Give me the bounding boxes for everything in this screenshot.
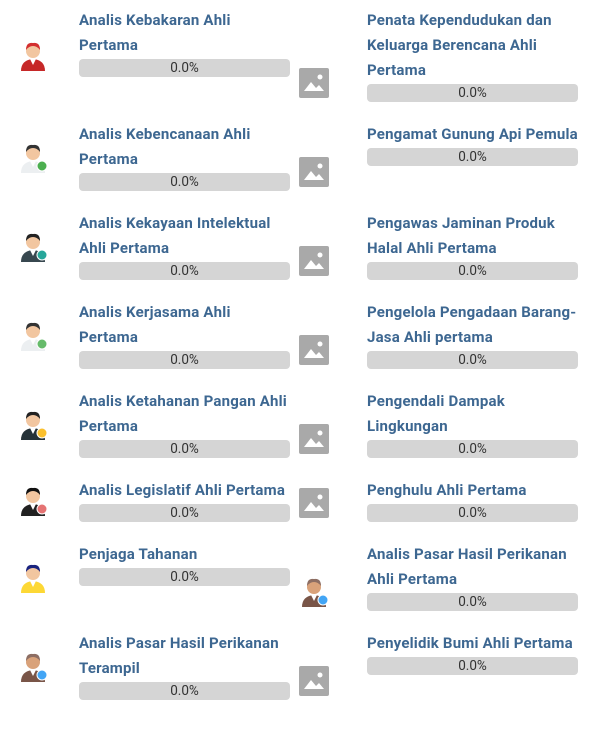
- progress-bar: 0.0%: [367, 84, 578, 102]
- job-content: Analis Legislatif Ahli Pertama 0.0%: [79, 478, 290, 522]
- job-title[interactable]: Penata Kependudukan dan Keluarga Berenca…: [367, 11, 552, 79]
- avatar: [302, 578, 329, 607]
- job-content: Analis Kebencanaan Ahli Pertama 0.0%: [79, 122, 290, 191]
- job-content: Analis Pasar Hasil Perikanan Ahli Pertam…: [367, 542, 578, 611]
- job-title[interactable]: Analis Pasar Hasil Perikanan Ahli Pertam…: [367, 545, 567, 588]
- job-icon: [297, 122, 367, 191]
- job-icon: [297, 478, 367, 522]
- progress-bar: 0.0%: [79, 682, 290, 700]
- job-content: Penata Kependudukan dan Keluarga Berenca…: [367, 8, 578, 102]
- job-icon: [297, 8, 367, 102]
- image-placeholder: [299, 335, 329, 365]
- job-item[interactable]: Analis Kerjasama Ahli Pertama 0.0%: [0, 292, 297, 381]
- job-icon: [0, 300, 79, 369]
- job-title[interactable]: Penyelidik Bumi Ahli Pertama: [367, 634, 573, 652]
- job-content: Analis Pasar Hasil Perikanan Terampil 0.0…: [79, 631, 290, 700]
- avatar: [20, 653, 47, 682]
- job-content: Penyelidik Bumi Ahli Pertama 0.0%: [367, 631, 578, 700]
- job-content: Pengelola Pengadaan Barang-Jasa Ahli per…: [367, 300, 578, 369]
- job-content: Penjaga Tahanan 0.0%: [79, 542, 290, 611]
- job-title[interactable]: Analis Pasar Hasil Perikanan Terampil: [79, 634, 279, 677]
- job-item[interactable]: Analis Pasar Hasil Perikanan Ahli Pertam…: [297, 534, 594, 623]
- job-item[interactable]: Analis Ketahanan Pangan Ahli Pertama 0.0%: [0, 381, 297, 470]
- avatar: [20, 564, 45, 593]
- progress-bar: 0.0%: [79, 262, 290, 280]
- avatar: [20, 322, 47, 351]
- job-icon: [0, 389, 79, 458]
- job-icon: [0, 478, 79, 522]
- job-title[interactable]: Analis Ketahanan Pangan Ahli Pertama: [79, 392, 287, 435]
- job-content: Pengawas Jaminan Produk Halal Ahli Perta…: [367, 211, 578, 280]
- job-icon: [0, 211, 79, 280]
- job-icon: [0, 542, 79, 611]
- job-icon: [0, 122, 79, 191]
- job-icon: [297, 300, 367, 369]
- job-icon: [297, 389, 367, 458]
- progress-bar: 0.0%: [367, 657, 578, 675]
- progress-bar: 0.0%: [367, 351, 578, 369]
- job-content: Penghulu Ahli Pertama 0.0%: [367, 478, 578, 522]
- image-placeholder: [299, 246, 329, 276]
- job-title[interactable]: Pengawas Jaminan Produk Halal Ahli Perta…: [367, 214, 555, 257]
- job-item[interactable]: Pengawas Jaminan Produk Halal Ahli Perta…: [297, 203, 594, 292]
- job-title[interactable]: Penghulu Ahli Pertama: [367, 481, 527, 499]
- job-content: Pengamat Gunung Api Pemula 0.0%: [367, 122, 578, 191]
- job-item[interactable]: Analis Kebakaran Ahli Pertama 0.0%: [0, 0, 297, 114]
- job-item[interactable]: Analis Kekayaan Intelektual Ahli Pertama…: [0, 203, 297, 292]
- job-title[interactable]: Pengendali Dampak Lingkungan: [367, 392, 505, 435]
- job-item[interactable]: Pengamat Gunung Api Pemula 0.0%: [297, 114, 594, 203]
- job-title[interactable]: Penjaga Tahanan: [79, 545, 198, 563]
- job-icon: [297, 631, 367, 700]
- avatar: [20, 233, 47, 262]
- avatar: [20, 42, 45, 71]
- job-item[interactable]: Penghulu Ahli Pertama 0.0%: [297, 470, 594, 534]
- job-item[interactable]: Analis Kebencanaan Ahli Pertama 0.0%: [0, 114, 297, 203]
- job-title[interactable]: Pengamat Gunung Api Pemula: [367, 125, 578, 143]
- progress-bar: 0.0%: [79, 173, 290, 191]
- job-item[interactable]: Analis Pasar Hasil Perikanan Terampil 0.0…: [0, 623, 297, 712]
- job-content: Analis Kekayaan Intelektual Ahli Pertama…: [79, 211, 290, 280]
- job-item[interactable]: Pengendali Dampak Lingkungan 0.0%: [297, 381, 594, 470]
- job-item[interactable]: Penjaga Tahanan 0.0%: [0, 534, 297, 623]
- job-title[interactable]: Analis Kebencanaan Ahli Pertama: [79, 125, 251, 168]
- job-list: Analis Kebakaran Ahli Pertama 0.0% Penata…: [0, 0, 594, 712]
- image-placeholder: [299, 157, 329, 187]
- image-placeholder: [299, 424, 329, 454]
- job-title[interactable]: Pengelola Pengadaan Barang-Jasa Ahli per…: [367, 303, 577, 346]
- job-title[interactable]: Analis Kebakaran Ahli Pertama: [79, 11, 231, 54]
- avatar: [20, 411, 47, 440]
- progress-bar: 0.0%: [79, 59, 290, 77]
- job-item[interactable]: Penata Kependudukan dan Keluarga Berenca…: [297, 0, 594, 114]
- job-icon: [297, 211, 367, 280]
- job-item[interactable]: Analis Legislatif Ahli Pertama 0.0%: [0, 470, 297, 534]
- progress-bar: 0.0%: [79, 440, 290, 458]
- job-title[interactable]: Analis Kerjasama Ahli Pertama: [79, 303, 231, 346]
- job-item[interactable]: Penyelidik Bumi Ahli Pertama 0.0%: [297, 623, 594, 712]
- job-icon: [297, 542, 367, 611]
- job-content: Analis Kerjasama Ahli Pertama 0.0%: [79, 300, 290, 369]
- progress-bar: 0.0%: [367, 148, 578, 166]
- progress-bar: 0.0%: [79, 504, 290, 522]
- image-placeholder: [299, 488, 329, 518]
- progress-bar: 0.0%: [367, 593, 578, 611]
- progress-bar: 0.0%: [79, 351, 290, 369]
- progress-bar: 0.0%: [367, 440, 578, 458]
- progress-bar: 0.0%: [367, 504, 578, 522]
- avatar: [20, 487, 47, 516]
- job-title[interactable]: Analis Legislatif Ahli Pertama: [79, 481, 286, 499]
- progress-bar: 0.0%: [367, 262, 578, 280]
- job-title[interactable]: Analis Kekayaan Intelektual Ahli Pertama: [79, 214, 271, 257]
- image-placeholder: [299, 68, 329, 98]
- image-placeholder: [299, 666, 329, 696]
- job-icon: [0, 8, 79, 102]
- job-content: Analis Kebakaran Ahli Pertama 0.0%: [79, 8, 290, 102]
- job-icon: [0, 631, 79, 700]
- job-content: Analis Ketahanan Pangan Ahli Pertama 0.0%: [79, 389, 290, 458]
- avatar: [20, 144, 47, 173]
- progress-bar: 0.0%: [79, 568, 290, 586]
- job-content: Pengendali Dampak Lingkungan 0.0%: [367, 389, 578, 458]
- job-item[interactable]: Pengelola Pengadaan Barang-Jasa Ahli per…: [297, 292, 594, 381]
